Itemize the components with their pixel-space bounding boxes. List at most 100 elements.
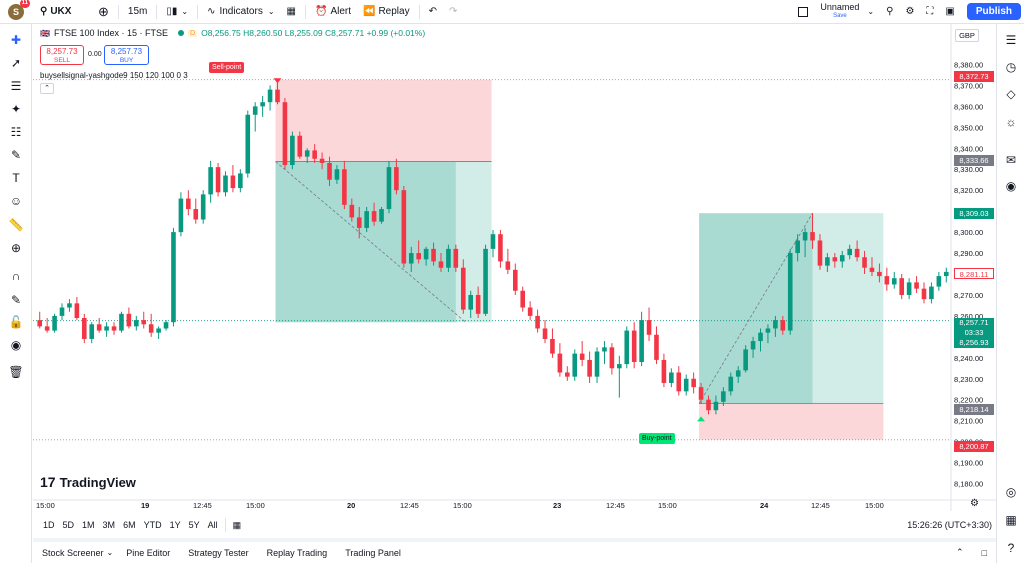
collapse-legend-button[interactable]: ⌃: [40, 83, 54, 94]
candle-body: [825, 257, 830, 266]
candle: [111, 322, 117, 335]
compare-symbol-button[interactable]: ⊕: [92, 0, 115, 24]
candle-body: [832, 257, 838, 262]
sell-stop-price-label: 8,372.73: [954, 71, 994, 82]
stay-drawing-icon[interactable]: ✎: [10, 293, 22, 307]
templates-button[interactable]: ▦: [281, 0, 302, 24]
indicator-legend[interactable]: buysellsignal-yashgode9 150 120 100 0 3: [40, 71, 188, 80]
sell-button[interactable]: 8,257.73 SELL: [40, 45, 84, 65]
chevron-down-icon[interactable]: ⌄: [106, 548, 114, 557]
crosshair-icon[interactable]: ✚: [10, 33, 22, 47]
ideas-icon[interactable]: ☼: [1005, 115, 1017, 129]
candle-body: [906, 282, 912, 295]
price-chart[interactable]: 8,380.00 8,370.00 8,360.00 8,350.00 8,340.00…: [33, 24, 996, 511]
axis-settings-icon[interactable]: ⚙: [970, 498, 979, 509]
symbol-search[interactable]: ⚲ UKX: [34, 0, 92, 24]
eye-icon[interactable]: ◉: [10, 338, 22, 352]
brush-icon[interactable]: ✎: [10, 148, 22, 162]
interval-button[interactable]: 15m: [127, 6, 148, 17]
text-icon[interactable]: T: [12, 171, 20, 185]
candle-body: [542, 328, 548, 339]
range-button-6m[interactable]: 6M: [123, 520, 136, 530]
snapshot-button[interactable]: ▣: [939, 0, 960, 24]
streams-icon[interactable]: ◉: [1005, 179, 1017, 193]
tab-strategy-tester[interactable]: Strategy Tester: [188, 547, 249, 558]
indicators-button[interactable]: ∿ Indicators ⌄: [201, 0, 280, 24]
candle-body: [438, 261, 444, 268]
indicators-icon: ∿: [207, 6, 216, 17]
buy-button[interactable]: 8,257.73 BUY: [104, 45, 149, 65]
tab-trading-panel[interactable]: Trading Panel: [345, 547, 401, 558]
buy-price: 8,257.73: [110, 47, 143, 56]
symbol-title[interactable]: FTSE 100 Index · 15 · FTSE: [53, 28, 169, 38]
candle-body: [869, 267, 875, 272]
quick-search-button[interactable]: ⚲: [880, 0, 899, 24]
alert-button[interactable]: ⏰ Alert: [309, 0, 357, 24]
projection-icon[interactable]: ☷: [10, 125, 22, 139]
y-tick-label: 8,350.00: [954, 123, 983, 132]
chart-type-button[interactable]: ▯▮ ⌄: [160, 0, 194, 24]
range-button-3m[interactable]: 3M: [102, 520, 116, 530]
watchlist-icon[interactable]: ☰: [1005, 33, 1017, 47]
range-button-ytd[interactable]: YTD: [143, 520, 162, 530]
magnet-icon[interactable]: ∩: [11, 269, 21, 283]
fib-icon[interactable]: ☰: [10, 79, 22, 93]
candle-body: [260, 102, 265, 107]
trendline-icon[interactable]: ➚: [10, 56, 22, 70]
candle-body: [238, 173, 243, 189]
currency-label[interactable]: GBP: [955, 29, 979, 42]
lock-icon[interactable]: 🔓: [8, 315, 24, 329]
date-range-icon[interactable]: ▦: [232, 519, 242, 530]
ruler-icon[interactable]: 📏: [8, 218, 24, 232]
candle-body: [379, 209, 384, 222]
candle-body: [654, 334, 659, 360]
candle-body: [810, 232, 815, 241]
fullscreen-button[interactable]: ⛶: [920, 0, 939, 24]
range-button-1y[interactable]: 1Y: [169, 520, 181, 530]
candle-body: [431, 248, 436, 262]
user-avatar[interactable]: S 11: [8, 0, 30, 20]
settings-button[interactable]: ⚙: [899, 0, 920, 24]
tab-pine-editor[interactable]: Pine Editor: [126, 547, 171, 558]
layers-icon[interactable]: ◇: [1006, 87, 1016, 101]
range-button-5d[interactable]: 5D: [62, 520, 75, 530]
range-button-1d[interactable]: 1D: [43, 520, 55, 530]
zoom-in-icon[interactable]: ⊕: [10, 241, 22, 255]
layout-name: Unnamed: [820, 1, 860, 12]
publish-button[interactable]: Publish: [966, 3, 1021, 20]
undo-button[interactable]: ↶: [423, 0, 443, 24]
candle: [223, 171, 228, 197]
tab-stock-screener[interactable]: Stock Screener: [42, 547, 104, 558]
candle: [572, 349, 578, 381]
layout-select[interactable]: Unnamed Save ⌄: [792, 0, 880, 24]
pattern-icon[interactable]: ✦: [10, 102, 22, 116]
candle-body: [163, 322, 169, 329]
y-tick-label: 8,260.00: [954, 312, 983, 321]
help-icon[interactable]: ?: [1007, 541, 1015, 555]
top-toolbar: S 11 ⚲ UKX ⊕ 15m ▯▮ ⌄ ∿ Indicators ⌄ ▦ ⏰ Alert…: [0, 0, 1024, 24]
range-button-5y[interactable]: 5Y: [188, 520, 200, 530]
range-button-all[interactable]: All: [207, 520, 218, 530]
trash-icon[interactable]: 🗑: [8, 365, 24, 379]
candle-body: [520, 290, 526, 308]
y-tick-label: 8,220.00: [954, 396, 983, 405]
low-value: L8,255.09: [284, 28, 323, 38]
tab-replay-trading[interactable]: Replay Trading: [266, 547, 328, 558]
range-bar: 1D 5D 1M 3M 6M YTD 1Y 5Y All ▦ 15:26:26 (UTC+3:3…: [33, 513, 996, 537]
emoji-icon[interactable]: ☺: [9, 194, 23, 208]
replay-button[interactable]: ⏪ Replay: [357, 0, 416, 24]
candle-body: [468, 294, 474, 310]
alerts-icon[interactable]: ◷: [1005, 60, 1017, 74]
range-button-1m[interactable]: 1M: [82, 520, 95, 530]
candle: [260, 95, 265, 117]
bar-timer: 03:33: [964, 328, 984, 337]
candle-body: [535, 315, 540, 329]
maximize-panel-icon[interactable]: □: [981, 547, 987, 558]
collapse-panel-icon[interactable]: ⌃: [956, 547, 964, 557]
redo-button[interactable]: ↷: [443, 0, 463, 24]
chat-icon[interactable]: ✉: [1005, 153, 1017, 167]
clock[interactable]: 15:26:26 (UTC+3:30): [907, 520, 992, 530]
candle-body: [787, 253, 793, 331]
compass-icon[interactable]: ◎: [1005, 485, 1017, 499]
calendar-icon[interactable]: ▦: [1005, 513, 1017, 527]
